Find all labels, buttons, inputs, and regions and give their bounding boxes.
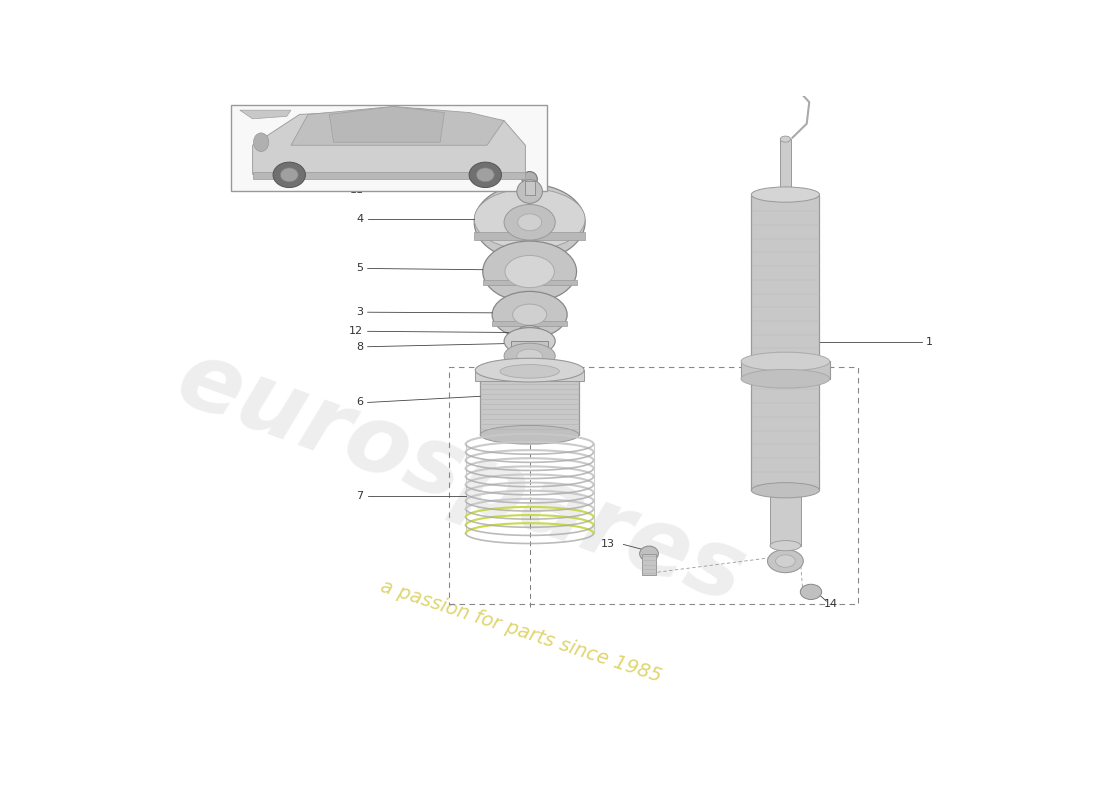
Ellipse shape	[768, 550, 803, 573]
Text: 13: 13	[601, 539, 615, 549]
Text: 6: 6	[356, 398, 363, 407]
Ellipse shape	[517, 349, 542, 362]
Polygon shape	[253, 108, 526, 174]
Ellipse shape	[741, 370, 829, 388]
Ellipse shape	[513, 304, 547, 326]
Ellipse shape	[492, 291, 568, 338]
Ellipse shape	[483, 241, 576, 302]
Ellipse shape	[780, 136, 791, 142]
Bar	[780, 139, 791, 194]
Ellipse shape	[505, 255, 554, 288]
Ellipse shape	[504, 343, 556, 369]
Ellipse shape	[280, 168, 298, 182]
Bar	[483, 280, 576, 285]
Text: 3: 3	[356, 307, 363, 318]
Ellipse shape	[476, 168, 494, 182]
Ellipse shape	[517, 180, 542, 203]
Bar	[475, 370, 584, 382]
Bar	[492, 321, 568, 326]
Ellipse shape	[751, 187, 820, 202]
Ellipse shape	[253, 133, 268, 151]
Ellipse shape	[475, 358, 584, 382]
Bar	[642, 554, 656, 574]
Ellipse shape	[481, 426, 579, 444]
Polygon shape	[240, 110, 290, 118]
Text: 1: 1	[926, 338, 933, 347]
Text: 11: 11	[350, 185, 363, 194]
Polygon shape	[329, 106, 444, 142]
Polygon shape	[290, 106, 504, 146]
Bar	[741, 362, 829, 378]
Ellipse shape	[639, 546, 659, 562]
Ellipse shape	[801, 584, 822, 599]
Text: 12: 12	[350, 326, 363, 336]
Bar	[253, 172, 526, 179]
Ellipse shape	[517, 326, 542, 341]
Ellipse shape	[504, 328, 556, 354]
Bar	[474, 232, 585, 239]
Text: 5: 5	[356, 263, 363, 274]
Ellipse shape	[518, 214, 541, 230]
Bar	[231, 106, 547, 191]
Bar	[770, 490, 801, 546]
Ellipse shape	[474, 184, 585, 260]
Bar	[510, 341, 549, 356]
Text: 4: 4	[356, 214, 363, 224]
Text: a passion for parts since 1985: a passion for parts since 1985	[378, 578, 664, 686]
Text: 14: 14	[824, 599, 838, 610]
Ellipse shape	[500, 365, 559, 378]
Ellipse shape	[751, 482, 820, 498]
Ellipse shape	[776, 555, 795, 567]
Ellipse shape	[273, 162, 306, 187]
Text: 8: 8	[356, 342, 363, 352]
Ellipse shape	[522, 171, 537, 186]
Text: eurospares: eurospares	[165, 333, 758, 623]
Ellipse shape	[474, 189, 585, 250]
Ellipse shape	[770, 541, 801, 550]
Text: 7: 7	[356, 491, 363, 502]
Ellipse shape	[741, 352, 829, 371]
Ellipse shape	[469, 162, 502, 187]
Bar	[525, 181, 535, 194]
Ellipse shape	[504, 205, 556, 240]
Text: 2: 2	[356, 171, 363, 181]
Bar	[751, 194, 820, 490]
Bar	[481, 370, 579, 435]
